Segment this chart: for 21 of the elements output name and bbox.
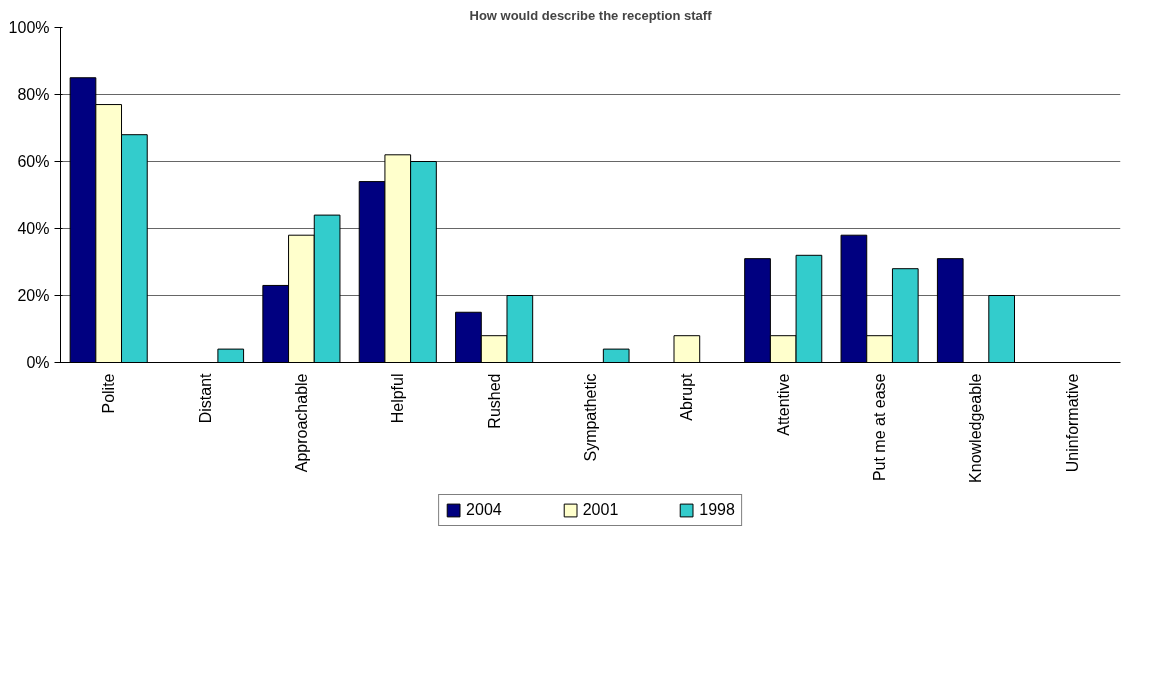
legend-label: 2001	[582, 501, 619, 519]
x-tick-label: Uninformative	[1063, 373, 1081, 473]
x-tick-label: Polite	[100, 373, 118, 414]
y-tick-label: 100%	[8, 19, 50, 36]
x-tick-label: Distant	[196, 372, 214, 424]
x-tick-label: Attentive	[774, 373, 792, 436]
x-tick-label: Helpful	[389, 373, 407, 424]
x-tick-label: Approachable	[292, 373, 310, 473]
y-tick-label: 0%	[26, 354, 50, 371]
y-tick-label: 60%	[17, 153, 50, 170]
legend-label: 2004	[466, 501, 502, 519]
x-tick-label: Abrupt	[678, 372, 696, 421]
legend-label: 1998	[699, 501, 735, 519]
chart-title: How would describe the reception staff	[469, 7, 713, 23]
x-tick-label: Sympathetic	[582, 373, 599, 462]
x-tick-label: Knowledgeable	[967, 373, 985, 483]
x-tick-label: Rushed	[485, 373, 503, 429]
x-tick-label: Put me at ease	[871, 373, 889, 482]
y-tick-label: 40%	[17, 220, 50, 237]
y-tick-label: 80%	[17, 86, 50, 103]
y-tick-label: 20%	[17, 287, 50, 304]
